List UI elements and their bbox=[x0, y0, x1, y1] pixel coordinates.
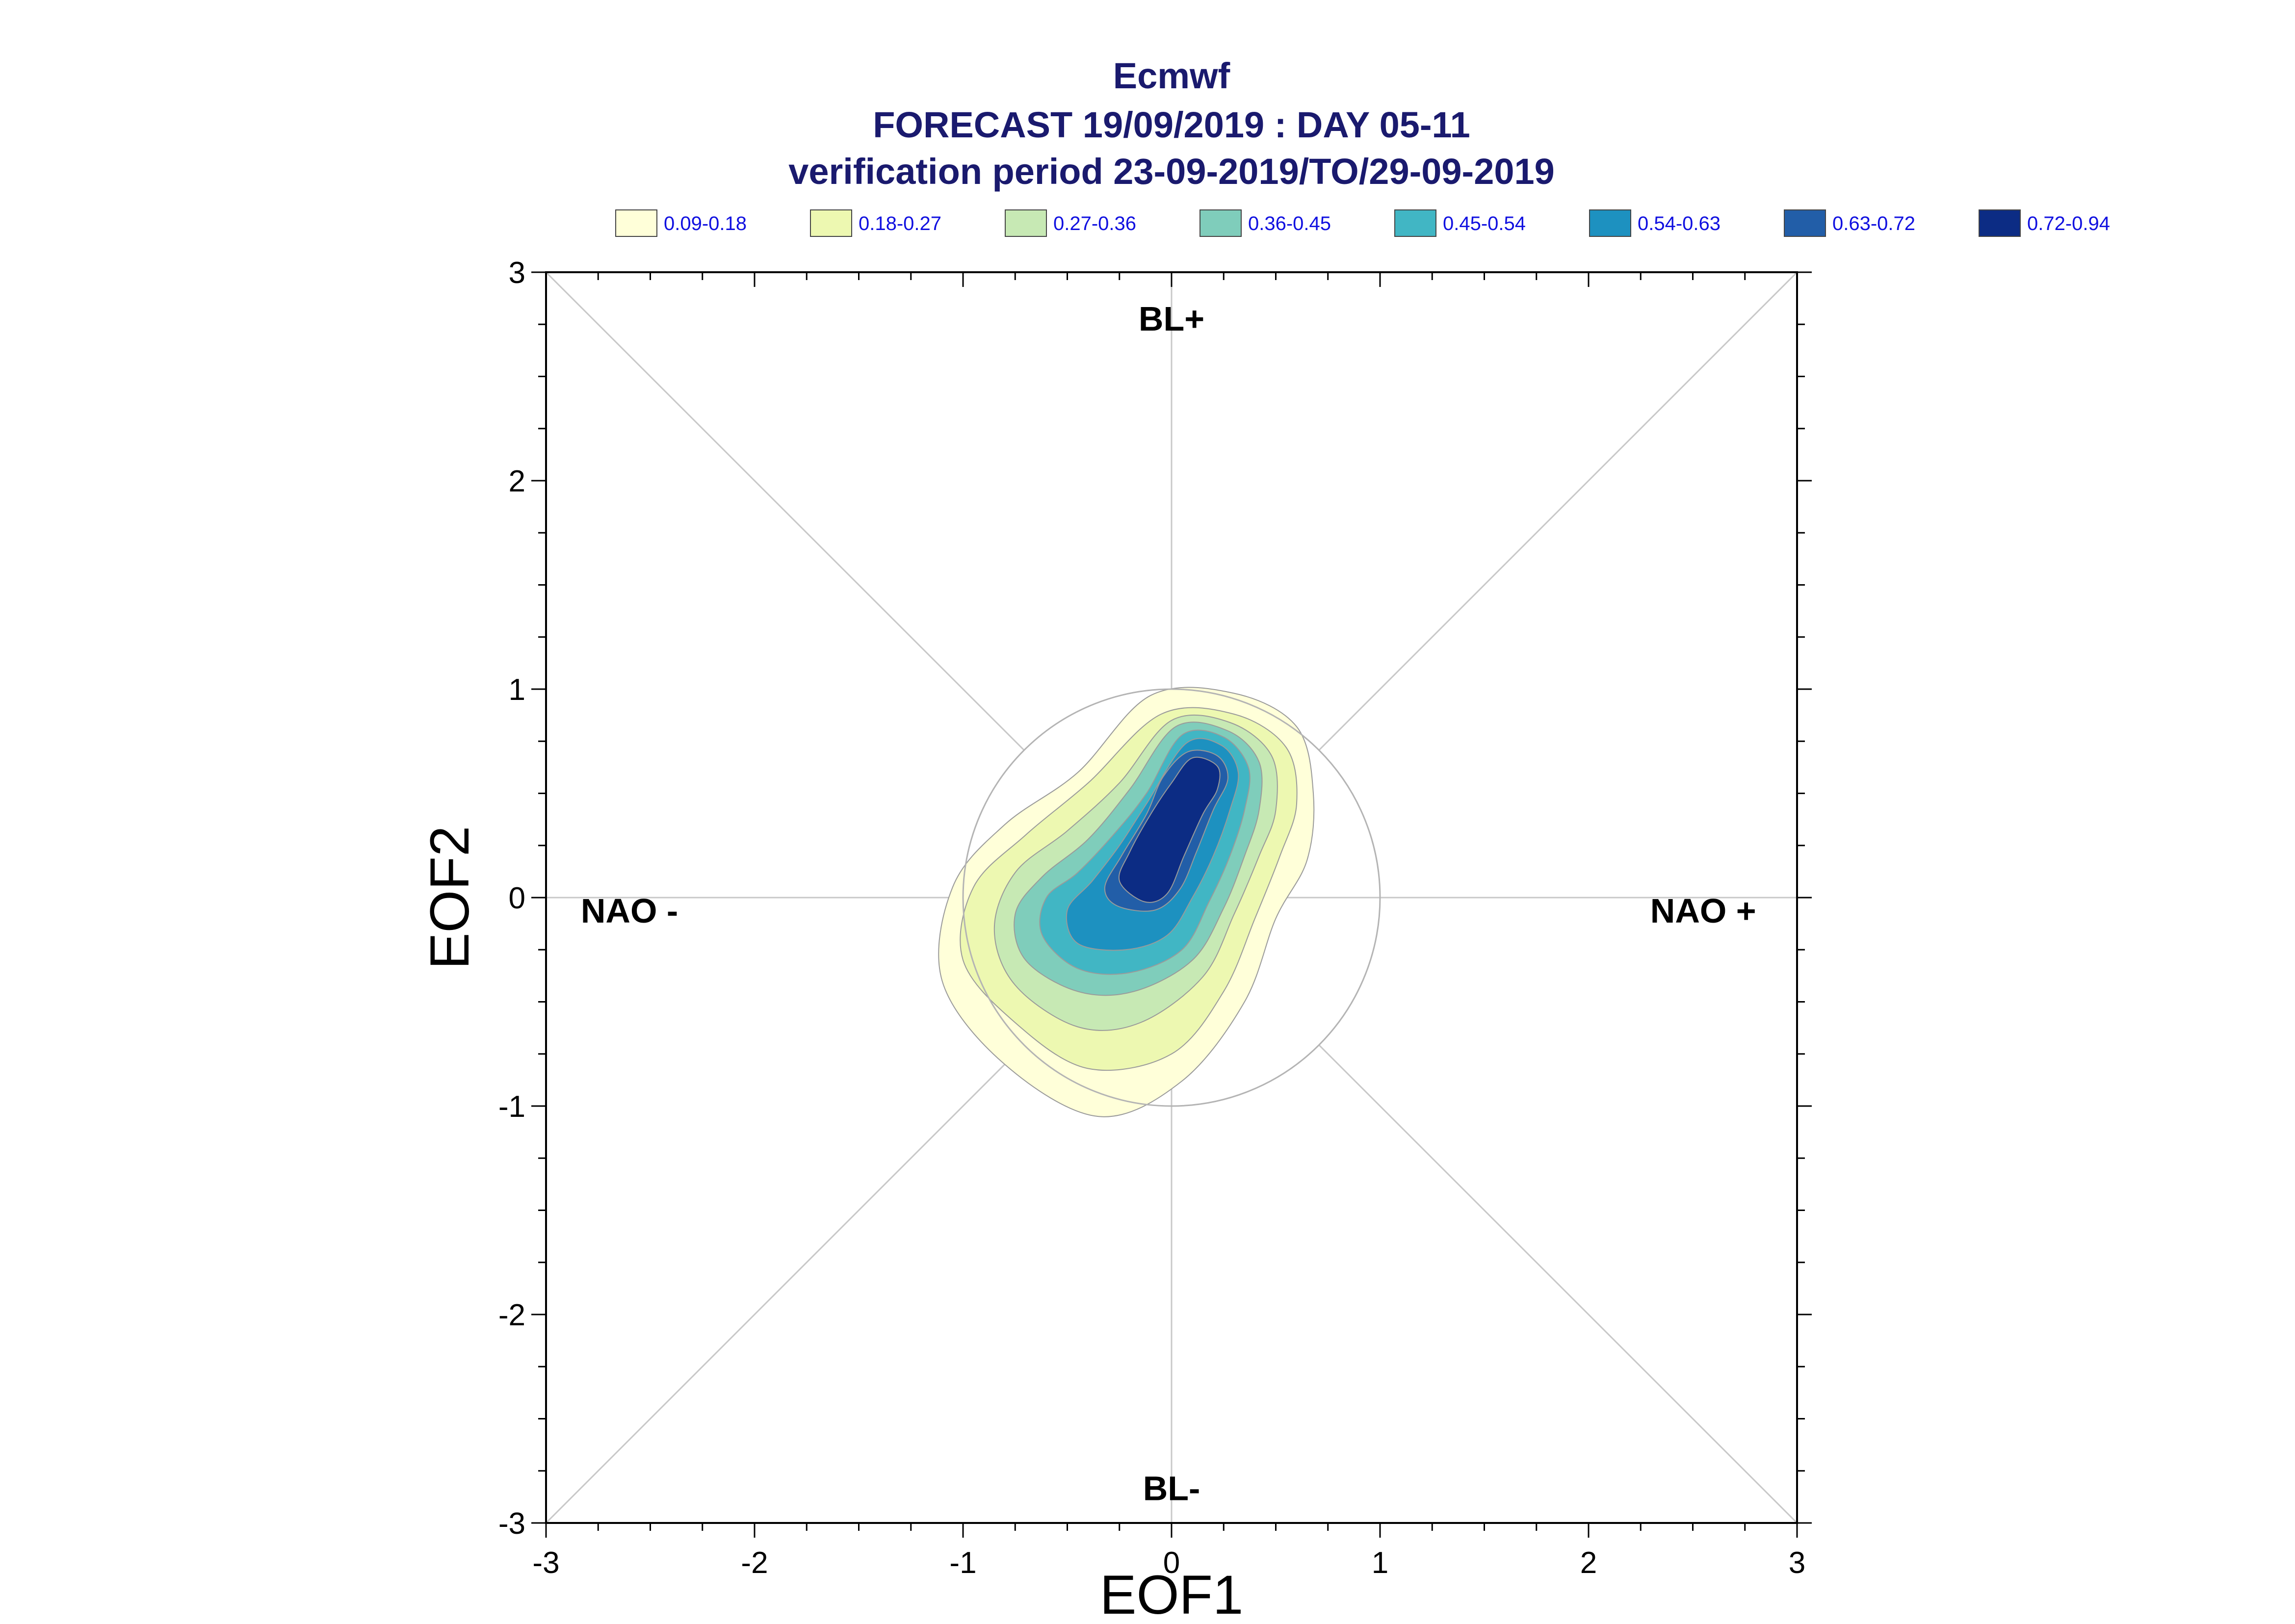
y-tick-label: 0 bbox=[509, 881, 525, 915]
legend-swatch bbox=[615, 209, 657, 237]
title-line: FORECAST 19/09/2019 : DAY 05-11 bbox=[873, 104, 1470, 145]
y-tick-label: -3 bbox=[498, 1507, 525, 1541]
legend-swatch bbox=[810, 209, 852, 237]
x-tick-label: 3 bbox=[1789, 1546, 1805, 1580]
reference-circle bbox=[962, 688, 1381, 1107]
regime-label-bl-plus: BL+ bbox=[1139, 300, 1204, 338]
title-line: Ecmwf bbox=[1113, 55, 1230, 96]
density-contour bbox=[1118, 756, 1221, 903]
chart-title: Ecmwf FORECAST 19/09/2019 : DAY 05-11 veri… bbox=[788, 55, 1555, 192]
legend-label: 0.09-0.18 bbox=[664, 213, 747, 234]
plot-content bbox=[546, 272, 1797, 1523]
legend-label: 0.36-0.45 bbox=[1248, 213, 1331, 234]
x-axis-label: EOF1 bbox=[1100, 1564, 1244, 1624]
x-tick-label: 2 bbox=[1580, 1546, 1597, 1580]
regime-label-nao-minus: NAO - bbox=[581, 892, 678, 930]
y-axis-label: EOF2 bbox=[419, 826, 480, 970]
legend-label: 0.63-0.72 bbox=[1832, 213, 1915, 234]
legend-label: 0.54-0.63 bbox=[1638, 213, 1721, 234]
legend-label: 0.72-0.94 bbox=[2027, 213, 2110, 234]
y-tick-label: 2 bbox=[509, 464, 525, 498]
legend-label: 0.27-0.36 bbox=[1053, 213, 1136, 234]
legend-swatch bbox=[1589, 209, 1631, 237]
y-tick-label: 3 bbox=[509, 256, 525, 290]
legend-entry: 0.36-0.45 bbox=[1200, 209, 1331, 237]
legend-entry: 0.45-0.54 bbox=[1394, 209, 1526, 237]
x-tick-label: 1 bbox=[1372, 1546, 1388, 1580]
legend-swatch bbox=[1394, 209, 1436, 237]
legend-swatch bbox=[1979, 209, 2021, 237]
axes: -3 -2 -1 0 1 2 3 3 2 1 0 -1 -2 -3 EOF1 EOF2 bbox=[419, 256, 1812, 1624]
legend-entry: 0.09-0.18 bbox=[615, 209, 747, 237]
x-tick-label: 0 bbox=[1163, 1546, 1180, 1580]
x-tick-label: -3 bbox=[532, 1546, 559, 1580]
x-tick-label: -1 bbox=[949, 1546, 976, 1580]
x-tick-label: -2 bbox=[741, 1546, 768, 1580]
plot-area: BL+ BL- NAO - NAO + bbox=[546, 272, 1797, 1523]
legend-entry: 0.63-0.72 bbox=[1784, 209, 1915, 237]
legend-label: 0.18-0.27 bbox=[859, 213, 941, 234]
y-tick-label: 1 bbox=[509, 673, 525, 707]
y-tick-label: -1 bbox=[498, 1090, 525, 1124]
legend-entry: 0.18-0.27 bbox=[810, 209, 941, 237]
legend-label: 0.45-0.54 bbox=[1443, 213, 1526, 234]
regime-label-bl-minus: BL- bbox=[1143, 1469, 1200, 1507]
legend-entry: 0.54-0.63 bbox=[1589, 209, 1721, 237]
regime-label-nao-plus: NAO + bbox=[1650, 892, 1756, 930]
legend-swatch bbox=[1784, 209, 1826, 237]
legend-swatch bbox=[1005, 209, 1047, 237]
y-tick-label: -2 bbox=[498, 1298, 525, 1332]
legend-entry: 0.72-0.94 bbox=[1979, 209, 2110, 237]
title-line: verification period 23-09-2019/TO/29-09-… bbox=[788, 151, 1555, 192]
legend: 0.09-0.18 0.18-0.27 0.27-0.36 0.36-0.45 0.45… bbox=[615, 209, 2110, 237]
legend-entry: 0.27-0.36 bbox=[1005, 209, 1136, 237]
legend-swatch bbox=[1200, 209, 1242, 237]
